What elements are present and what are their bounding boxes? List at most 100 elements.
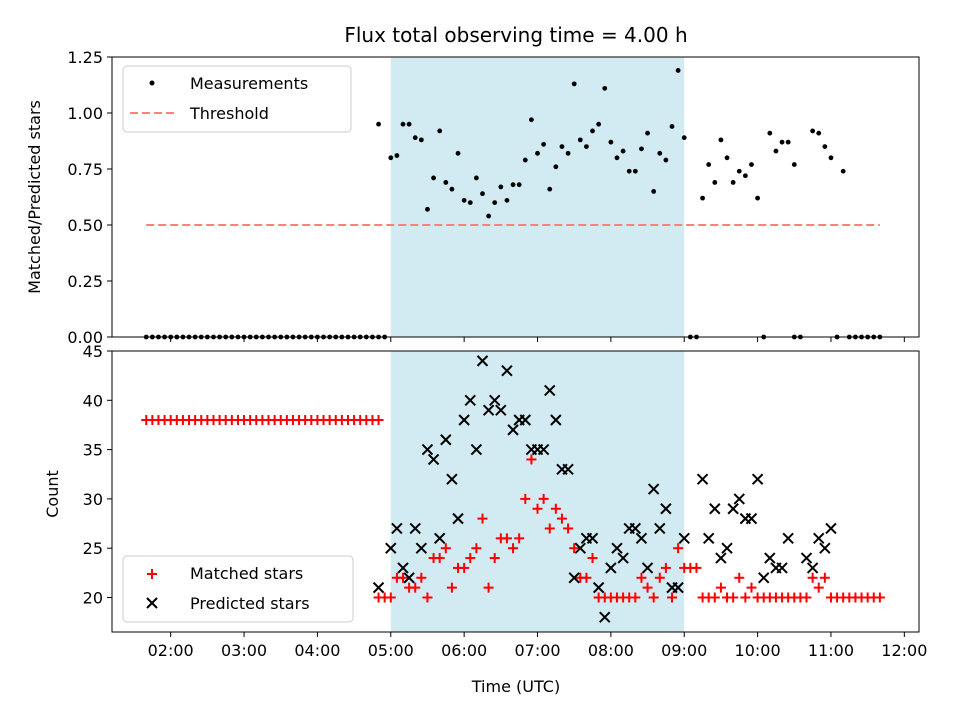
x-tick-label: 12:00 — [881, 641, 927, 660]
measurement-point — [376, 121, 381, 127]
matched-star-point — [569, 543, 580, 554]
top-legend: Measurements Threshold — [122, 65, 352, 133]
measurement-point — [559, 144, 565, 150]
legend-threshold-label: Threshold — [189, 104, 269, 123]
predicted-star-point — [501, 365, 513, 377]
matched-star-point — [660, 562, 671, 573]
measurement-point — [522, 157, 528, 163]
predicted-star-point — [550, 414, 562, 426]
measurement-point — [455, 150, 461, 156]
predicted-star-point — [544, 384, 556, 397]
predicted-star-point — [819, 542, 831, 554]
measurement-point — [602, 85, 608, 91]
matched-star-point — [740, 592, 751, 603]
predicted-star-point — [678, 532, 690, 545]
matched-star-point — [544, 523, 555, 534]
measurement-point — [675, 68, 681, 73]
measurement-point — [425, 206, 430, 212]
measurement-point — [626, 168, 632, 174]
measurement-point — [651, 189, 657, 194]
measurement-point — [810, 128, 816, 134]
predicted-star-point — [519, 414, 531, 426]
predicted-star-point — [446, 473, 458, 485]
measurement-point — [828, 155, 834, 161]
measurement-point — [480, 191, 485, 197]
measurement-point — [822, 144, 828, 150]
x-tick-label: 04:00 — [294, 641, 340, 660]
legend-matched-stars-label: Matched stars — [190, 564, 303, 583]
measurement-point — [779, 139, 785, 145]
legend-predicted-stars-marker — [146, 597, 158, 609]
predicted-star-point — [489, 394, 501, 407]
predicted-star-point — [641, 562, 654, 574]
predicted-star-point — [385, 542, 397, 554]
y-tick-label: 45 — [83, 342, 103, 361]
measurement-point — [486, 213, 491, 219]
matched-star-point — [691, 562, 702, 573]
matched-star-point — [422, 592, 433, 603]
legend-predicted-stars-label: Predicted stars — [190, 594, 310, 613]
measurement-point — [681, 135, 687, 141]
predicted-star-point — [733, 493, 745, 505]
matched-star-point — [673, 543, 684, 554]
measurement-point — [510, 182, 516, 188]
predicted-star-point — [574, 542, 587, 554]
matched-star-point — [483, 582, 494, 593]
measurement-point — [755, 195, 760, 201]
measurement-point — [657, 150, 663, 156]
measurement-point — [394, 153, 400, 158]
predicted-star-point — [672, 581, 684, 594]
measurement-point — [473, 175, 479, 181]
matched-star-point — [416, 572, 427, 583]
matched-star-point — [654, 572, 665, 583]
measurement-point — [724, 155, 730, 161]
predicted-star-point — [758, 572, 770, 584]
y-tick-label: 1.25 — [67, 48, 103, 67]
predicted-star-point — [440, 434, 452, 446]
predicted-star-point — [727, 503, 739, 515]
measurement-point — [388, 155, 394, 161]
predicted-star-point — [696, 473, 709, 485]
top-legend-frame — [122, 65, 352, 133]
predicted-star-point — [476, 355, 489, 367]
matched-star-point — [648, 592, 659, 603]
measurement-point — [614, 155, 620, 161]
predicted-star-point — [776, 562, 788, 574]
measurement-point — [840, 168, 846, 174]
matched-star-point — [728, 592, 739, 603]
matched-star-point — [819, 572, 830, 583]
measurement-point — [400, 121, 406, 127]
measurement-point — [645, 130, 650, 136]
predicted-star-point — [495, 404, 507, 416]
y-tick-label: 20 — [83, 588, 103, 607]
measurement-point — [730, 180, 736, 185]
y-tick-label: 35 — [83, 441, 103, 460]
x-axis-label: Time (UTC) — [471, 677, 560, 696]
matched-star-point — [709, 592, 720, 603]
matched-star-point — [398, 572, 409, 583]
x-tick-label: 07:00 — [514, 641, 560, 660]
measurement-point — [437, 128, 443, 134]
measurement-point — [431, 175, 436, 181]
measurement-point — [639, 146, 644, 152]
predicted-star-point — [403, 572, 415, 584]
predicted-star-point — [702, 532, 715, 545]
measurement-point — [590, 128, 595, 134]
matched-star-point — [465, 553, 476, 564]
top-axes-frame — [111, 56, 920, 338]
measurement-point — [791, 162, 797, 167]
top-panel: 0.00 0.25 0.50 0.75 1.00 1.25 — [67, 48, 920, 347]
x-tick-label: 09:00 — [661, 641, 707, 660]
matched-star-point — [642, 582, 653, 593]
chart-title: Flux total observing time = 4.00 h — [344, 23, 687, 47]
measurement-point — [449, 186, 455, 192]
matched-star-point — [734, 572, 745, 583]
matched-star-point — [440, 543, 451, 554]
matched-star-point — [471, 543, 482, 554]
predicted-star-point — [452, 512, 464, 525]
matched-star-point — [813, 582, 824, 593]
measurement-point — [528, 117, 534, 123]
x-tick-label: 03:00 — [221, 641, 267, 660]
bottom-y-axis-label: Count — [43, 470, 62, 518]
y-tick-label: 0.00 — [67, 328, 103, 347]
